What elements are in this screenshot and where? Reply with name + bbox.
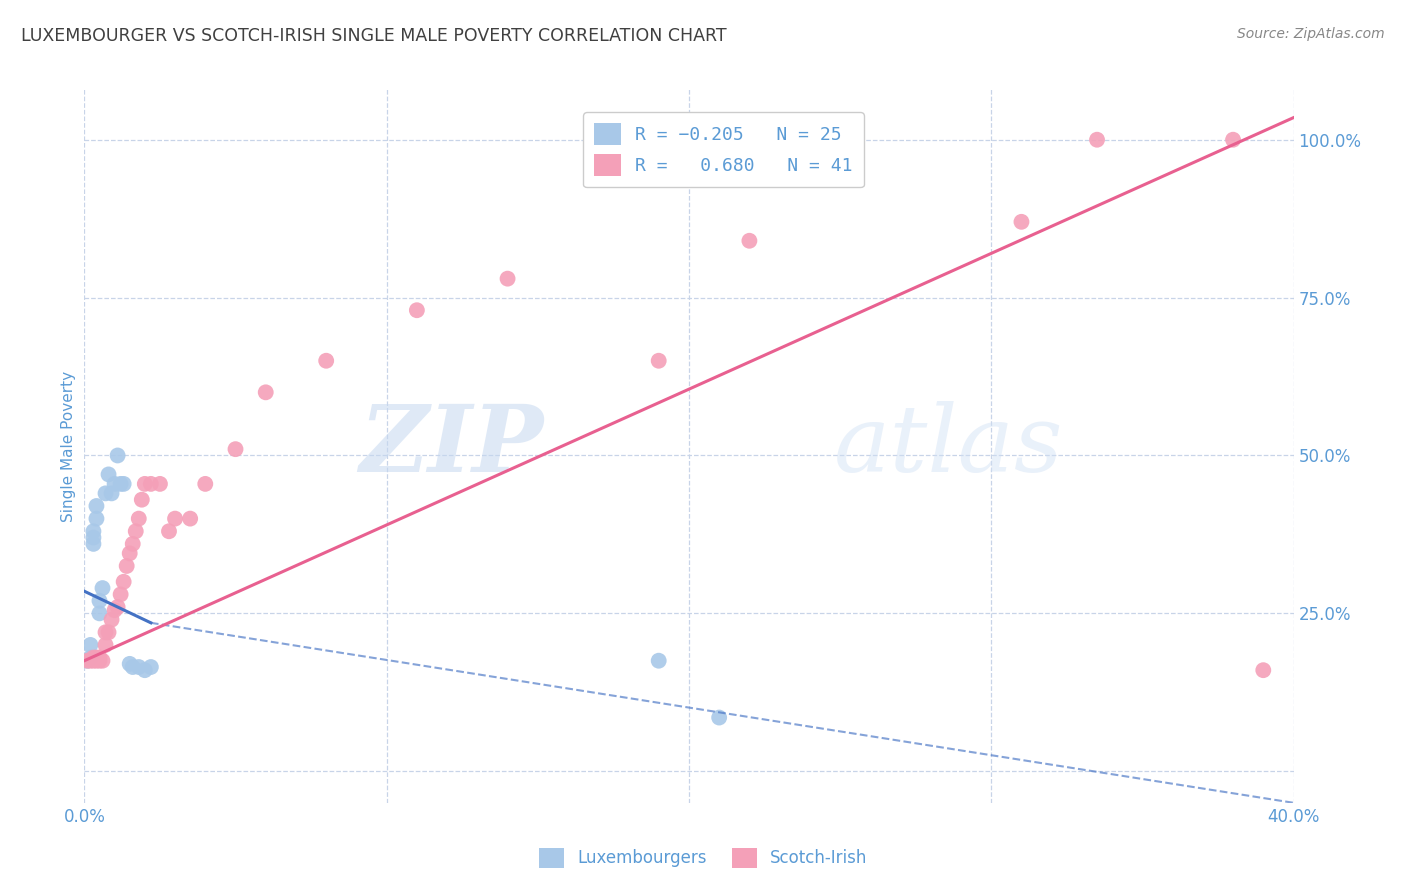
Point — [86, 654, 108, 668]
Point — [100, 486, 122, 500]
Point — [1011, 215, 1033, 229]
Legend: Luxembourgers, Scotch-Irish: Luxembourgers, Scotch-Irish — [531, 841, 875, 875]
Point — [86, 511, 108, 525]
Point — [194, 476, 217, 491]
Point — [112, 574, 135, 589]
Point — [496, 271, 519, 285]
Point — [86, 499, 108, 513]
Point — [104, 603, 127, 617]
Point — [254, 385, 277, 400]
Point — [89, 650, 111, 665]
Point — [91, 654, 114, 668]
Point — [118, 546, 141, 560]
Point — [94, 486, 117, 500]
Point — [115, 559, 138, 574]
Point — [315, 353, 337, 368]
Point — [648, 654, 671, 668]
Point — [121, 660, 143, 674]
Point — [97, 467, 120, 482]
Point — [100, 613, 122, 627]
Point — [82, 537, 104, 551]
Point — [131, 492, 153, 507]
Point — [128, 511, 150, 525]
Point — [82, 524, 104, 539]
Point — [1253, 663, 1275, 677]
Y-axis label: Single Male Poverty: Single Male Poverty — [60, 370, 76, 522]
Text: Source: ZipAtlas.com: Source: ZipAtlas.com — [1237, 27, 1385, 41]
Point — [139, 660, 162, 674]
Point — [76, 654, 98, 668]
Point — [89, 593, 111, 607]
Point — [82, 531, 104, 545]
Point — [648, 353, 671, 368]
Point — [107, 600, 129, 615]
Point — [157, 524, 180, 539]
Point — [94, 638, 117, 652]
Point — [139, 476, 162, 491]
Point — [82, 650, 104, 665]
Point — [94, 625, 117, 640]
Point — [134, 476, 156, 491]
Point — [110, 587, 132, 601]
Point — [709, 710, 731, 724]
Point — [86, 650, 108, 665]
Point — [110, 476, 132, 491]
Legend: R = −0.205   N = 25, R =   0.680   N = 41: R = −0.205 N = 25, R = 0.680 N = 41 — [583, 112, 863, 187]
Point — [225, 442, 247, 457]
Point — [107, 449, 129, 463]
Point — [406, 303, 429, 318]
Point — [179, 511, 201, 525]
Point — [1222, 133, 1244, 147]
Point — [134, 663, 156, 677]
Point — [149, 476, 172, 491]
Text: atlas: atlas — [834, 401, 1063, 491]
Point — [97, 625, 120, 640]
Point — [82, 654, 104, 668]
Text: ZIP: ZIP — [360, 401, 544, 491]
Text: LUXEMBOURGER VS SCOTCH-IRISH SINGLE MALE POVERTY CORRELATION CHART: LUXEMBOURGER VS SCOTCH-IRISH SINGLE MALE… — [21, 27, 727, 45]
Point — [738, 234, 761, 248]
Point — [1085, 133, 1108, 147]
Point — [125, 524, 148, 539]
Point — [76, 654, 98, 668]
Point — [79, 650, 101, 665]
Point — [89, 607, 111, 621]
Point — [89, 654, 111, 668]
Point — [128, 660, 150, 674]
Point — [104, 476, 127, 491]
Point — [79, 638, 101, 652]
Point — [118, 657, 141, 671]
Point — [91, 581, 114, 595]
Point — [79, 654, 101, 668]
Point — [121, 537, 143, 551]
Point — [112, 476, 135, 491]
Point — [165, 511, 187, 525]
